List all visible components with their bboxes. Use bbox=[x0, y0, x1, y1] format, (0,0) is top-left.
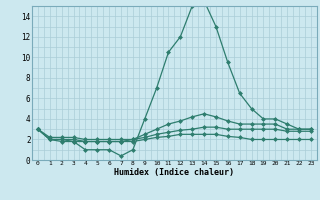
X-axis label: Humidex (Indice chaleur): Humidex (Indice chaleur) bbox=[115, 168, 234, 177]
